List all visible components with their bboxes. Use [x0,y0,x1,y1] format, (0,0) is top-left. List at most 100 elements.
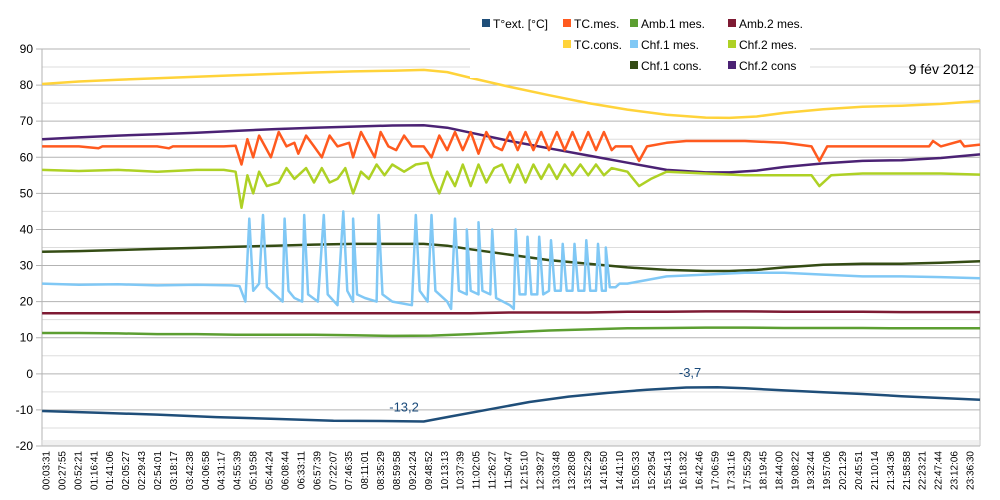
x-tick-label: 11:50:47 [504,451,515,490]
x-tick-label: 00:27:55 [57,451,68,490]
series-line-8 [42,326,980,338]
x-tick-label: 17:31:16 [727,451,738,490]
legend-label: Amb.2 mes. [739,17,803,31]
legend-label: T°ext. [°C] [493,17,548,31]
series-line-6 [42,210,981,311]
x-tick-label: 01:41:06 [105,451,116,490]
legend-label: Chf.2 mes. [739,38,797,52]
x-tick-label: 10:37:39 [456,451,467,490]
y-tick-label: 90 [20,42,34,56]
y-tick-label: 0 [26,367,33,381]
data-label: -3,7 [679,365,701,380]
y-tick-label: 70 [20,114,34,128]
x-tick-label: 10:13:13 [440,451,451,490]
x-tick-label: 12:39:27 [535,451,546,490]
x-tick-label: 00:03:31 [42,451,53,490]
legend-swatch [728,19,736,27]
x-tick-label: 12:15:10 [519,451,530,490]
x-tick-label: 22:23:21 [918,451,929,490]
x-tick-label: 04:55:39 [233,451,244,490]
y-tick-label: -10 [16,403,34,417]
x-tick-label: 07:22:07 [328,451,339,490]
series-line-7 [42,310,980,315]
x-tick-label: 02:29:43 [137,451,148,490]
legend-label: TC.cons. [574,38,622,52]
x-tick-label: 18:19:45 [758,451,769,490]
x-tick-label: 19:08:22 [790,451,801,490]
x-tick-label: 13:28:08 [567,451,578,490]
series-line-3 [42,130,981,166]
x-tick-label: 17:55:29 [742,451,753,490]
x-tick-label: 05:44:24 [265,451,276,490]
y-tick-label: 30 [20,259,34,273]
legend-swatch [482,19,490,27]
x-tick-label: 20:21:29 [838,451,849,490]
legend-swatch [728,40,736,48]
x-tick-label: 17:06:59 [711,451,722,490]
x-tick-label: 09:48:52 [424,451,435,490]
x-tick-label: 15:29:54 [647,451,658,490]
x-tick-label: 13:52:29 [583,451,594,490]
x-tick-label: 13:03:48 [551,451,562,490]
annotations: -13,2 -3,7 [389,365,701,414]
y-tick-label: 40 [20,222,34,236]
y-axis: -20 -10 0 10 20 30 40 50 60 70 80 90 [16,42,34,453]
legend-swatch [728,61,736,69]
x-tick-label: 22:47:44 [934,451,945,490]
x-tick-label: 03:18:17 [169,451,180,490]
x-tick-label: 21:10:14 [870,451,881,490]
x-axis: 00:03:31 00:27:55 00:52:21 01:16:41 01:41:06… [42,451,977,490]
y-tick-label: 20 [20,295,34,309]
x-tick-label: 14:16:50 [599,451,610,490]
legend-label: TC.mes. [574,17,619,31]
legend-swatch [630,19,638,27]
x-tick-label: 23:36:30 [966,451,977,490]
x-tick-label: 08:35:29 [376,451,387,490]
legend-label: Chf.1 cons. [641,59,702,73]
x-tick-label: 00:52:21 [73,451,84,490]
y-tick-label: 50 [20,186,34,200]
legend-label: Chf.1 mes. [641,38,699,52]
series-line-4 [42,161,981,210]
y-tick-label: 10 [20,331,34,345]
series-lines [42,68,981,423]
x-tick-label: 21:34:36 [886,451,897,490]
x-tick-label: 18:44:00 [774,451,785,490]
series-line-5 [42,242,981,273]
data-label: -13,2 [389,399,419,414]
legend-label: Chf.2 cons [739,59,796,73]
x-tick-label: 11:02:05 [472,451,483,490]
x-tick-label: 15:54:13 [663,451,674,490]
x-tick-label: 06:33:11 [296,451,307,490]
x-tick-label: 15:05:33 [631,451,642,490]
x-tick-label: 19:32:44 [806,451,817,490]
series-line-2 [42,123,981,174]
date-label: 9 fév 2012 [909,61,975,77]
x-tick-label: 04:06:58 [201,451,212,490]
legend: T°ext. [°C] TC.mes. Amb.1 mes. Amb.2 mes. TC… [470,10,810,78]
x-tick-label: 01:16:41 [89,451,100,490]
legend-label: Amb.1 mes. [641,17,705,31]
x-tick-label: 20:45:51 [854,451,865,490]
legend-swatch [630,40,638,48]
x-tick-label: 09:24:24 [408,451,419,490]
legend-swatch [563,19,571,27]
x-tick-label: 02:54:01 [153,451,164,490]
x-tick-label: 21:58:58 [902,451,913,490]
x-tick-label: 14:41:10 [615,451,626,490]
x-tick-label: 07:46:35 [344,451,355,490]
x-tick-label: 16:42:46 [695,451,706,490]
legend-background [470,10,810,78]
y-tick-label: 60 [20,150,34,164]
x-tick-label: 19:57:06 [822,451,833,490]
series-line-1 [42,68,981,120]
x-tick-label: 23:12:06 [950,451,961,490]
x-tick-label: 06:08:44 [280,451,291,490]
x-tick-label: 05:19:58 [249,451,260,490]
x-tick-label: 11:26:27 [488,451,499,490]
y-tick-label: -20 [16,439,34,453]
legend-swatch [630,61,638,69]
y-tick-label: 80 [20,78,34,92]
x-tick-label: 02:05:27 [121,451,132,490]
